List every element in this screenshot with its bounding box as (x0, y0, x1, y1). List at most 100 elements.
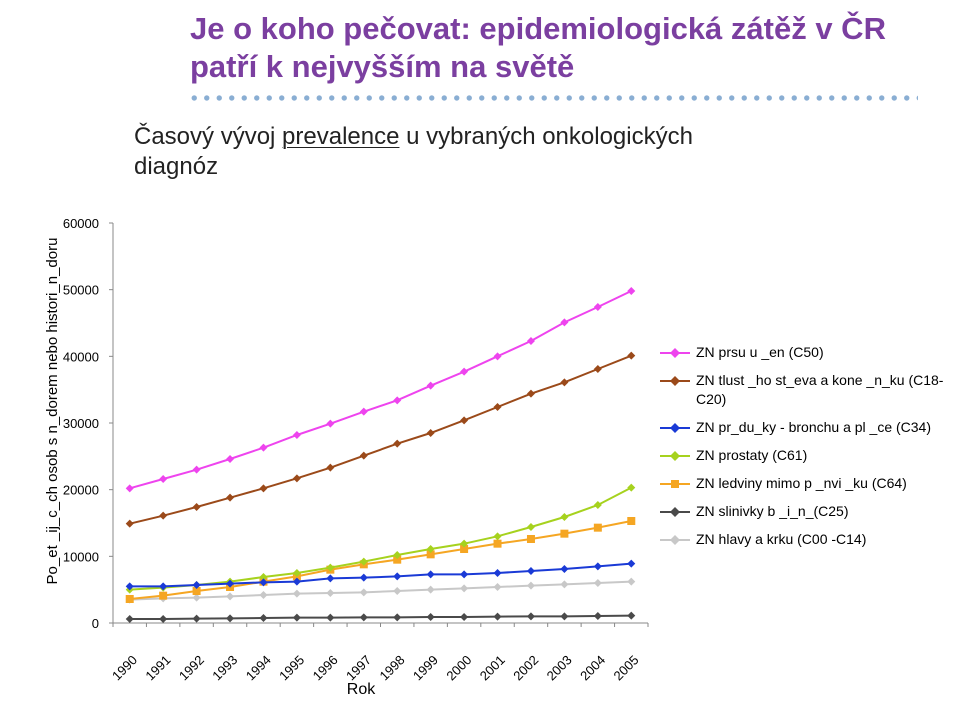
legend-label: ZN slinivky b _i_n_(C25) (696, 503, 849, 519)
data-point (259, 484, 268, 493)
data-point (393, 439, 402, 448)
legend-swatch (660, 480, 690, 488)
data-point (526, 535, 535, 543)
data-point (627, 517, 636, 525)
legend-swatch (660, 507, 690, 517)
legend-swatch-marker (670, 507, 680, 517)
y-tick-label: 50000 (63, 283, 99, 298)
data-point (292, 474, 301, 483)
legend-label: ZN prostaty (C61) (696, 447, 808, 463)
data-point (393, 572, 402, 581)
series-line (129, 562, 632, 588)
x-tick-label: 1997 (343, 652, 374, 683)
data-point (593, 579, 602, 587)
data-point (627, 351, 636, 360)
data-point (192, 465, 201, 474)
legend-item: ZN hlavy a krku (C00 -C14) (660, 530, 958, 549)
data-point (460, 570, 469, 579)
data-point (460, 545, 469, 553)
data-point (125, 484, 134, 493)
legend-swatch (660, 451, 690, 461)
data-point (192, 503, 201, 511)
x-tick-label: 1994 (243, 652, 274, 683)
data-point (292, 431, 301, 439)
data-point (560, 378, 569, 387)
x-tick-label: 2000 (443, 652, 474, 683)
legend-swatch-marker (670, 535, 680, 545)
data-point (159, 591, 168, 600)
data-point (460, 416, 469, 425)
data-point (326, 589, 335, 597)
data-point (426, 429, 435, 437)
data-point (226, 493, 235, 502)
data-point (560, 612, 569, 621)
subtitle-text-start: Časový vývoj (134, 123, 283, 150)
data-point (560, 529, 569, 538)
data-point (627, 483, 636, 492)
data-point (460, 584, 469, 593)
data-point (125, 595, 134, 603)
data-point (359, 613, 368, 622)
legend-swatch (660, 376, 690, 386)
y-tick-label: 20000 (63, 483, 99, 498)
data-point (460, 613, 469, 621)
data-point (292, 577, 301, 586)
data-point (426, 613, 435, 621)
series-3 (125, 559, 636, 591)
data-point (393, 613, 402, 622)
data-point (627, 287, 636, 295)
legend-label: ZN hlavy a krku (C00 -C14) (696, 531, 867, 547)
data-point (426, 570, 435, 579)
data-point (159, 511, 168, 520)
legend-label: ZN prsu u _en (C50) (696, 344, 824, 360)
data-point (125, 582, 134, 591)
data-point (292, 569, 301, 577)
series-line (129, 486, 632, 591)
y-tick-label: 0 (92, 616, 99, 631)
subtitle-prevalence-link[interactable]: prevalence (282, 123, 400, 150)
y-tick-label: 10000 (63, 549, 99, 564)
y-axis-title: Po_et _ij_c_ch osob s n_dorem nebo histo… (44, 238, 61, 585)
data-point (560, 580, 569, 589)
data-point (526, 581, 535, 590)
legend-item: ZN pr_du_ky - bronchu a pl _ce (C34) (660, 418, 958, 437)
x-tick-label: 1999 (410, 652, 441, 683)
data-point (326, 419, 335, 428)
data-point (359, 407, 368, 416)
data-point (259, 578, 268, 587)
data-point (393, 396, 402, 405)
series-line (129, 520, 632, 600)
data-point (125, 615, 134, 623)
data-point (292, 589, 301, 598)
data-point (359, 573, 368, 582)
dotted-divider (188, 94, 918, 102)
data-point (359, 557, 368, 566)
data-point (326, 463, 335, 472)
data-point (192, 593, 201, 602)
data-point (226, 455, 235, 463)
legend-label: ZN pr_du_ky - bronchu a pl _ce (C34) (696, 419, 931, 435)
data-point (493, 569, 502, 577)
legend-label: ZN ledviny mimo p _nvi _ku (C64) (696, 475, 907, 491)
data-point (593, 612, 602, 620)
data-point (359, 451, 368, 460)
page-title: Je o koho pečovat: epidemiologická zátěž… (190, 11, 886, 84)
data-point (159, 615, 168, 623)
legend-swatch (660, 348, 690, 358)
data-point (326, 563, 335, 572)
x-tick-label: 2001 (477, 652, 508, 683)
data-point (426, 381, 435, 390)
legend-label: ZN tlust _ho st_eva a kone _n_ku (C18-C2… (696, 372, 944, 407)
data-point (292, 613, 301, 622)
x-tick-label: 1996 (310, 652, 341, 683)
series-line (129, 290, 632, 490)
data-point (526, 523, 535, 531)
data-point (460, 539, 469, 548)
y-tick-label: 60000 (63, 216, 99, 231)
data-point (125, 519, 134, 528)
data-point (593, 365, 602, 373)
data-point (560, 565, 569, 573)
data-point (493, 403, 502, 411)
series-line (129, 580, 632, 601)
